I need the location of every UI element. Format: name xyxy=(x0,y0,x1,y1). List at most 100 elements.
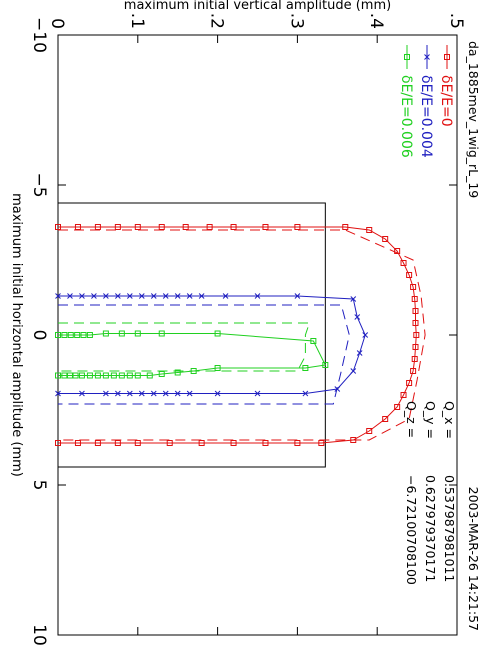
data-point xyxy=(86,332,93,338)
tune-value: 0.537987981011 xyxy=(442,475,457,582)
tune-value: −6.72100708100 xyxy=(404,475,419,585)
series-curves xyxy=(58,226,417,444)
data-point xyxy=(74,440,81,446)
tune-label: Q_y = xyxy=(423,401,438,439)
data-point xyxy=(134,330,141,337)
data-point xyxy=(118,372,125,379)
data-point xyxy=(94,440,101,446)
data-point xyxy=(126,372,133,379)
legend-swatch-marker xyxy=(424,54,430,60)
data-point xyxy=(114,440,121,446)
data-point xyxy=(294,224,301,230)
data-point xyxy=(262,440,269,446)
x-tick-label: −5 xyxy=(29,172,49,197)
data-point xyxy=(102,372,109,379)
timestamp: 2003-MAR-26 14:21:57 xyxy=(466,487,481,631)
data-point xyxy=(294,440,301,446)
data-point xyxy=(61,372,68,379)
x-tick-label: −10 xyxy=(29,17,49,53)
data-point xyxy=(103,390,109,397)
data-point xyxy=(79,293,85,299)
data-point xyxy=(294,293,301,299)
data-point xyxy=(114,390,121,397)
x-tick-labels: −10 −5 0 5 10 xyxy=(29,17,49,646)
tune-label: Q_x = xyxy=(442,401,457,439)
rotated-plot: −10 −5 0 5 10 0 .1 .2 .3 .4 .5 maximum initial ho… xyxy=(9,0,481,646)
data-point xyxy=(55,440,61,446)
y-axis-label: maximum initial vertical amplitude (mm) xyxy=(124,0,391,13)
data-point xyxy=(410,284,417,290)
data-point xyxy=(322,362,329,368)
legend-swatch-marker xyxy=(444,54,450,60)
data-point xyxy=(146,372,153,379)
data-point xyxy=(310,338,317,344)
data-point xyxy=(354,314,361,320)
y-tick-label: .1 xyxy=(127,13,147,29)
data-point xyxy=(91,293,97,299)
data-point xyxy=(230,224,237,230)
data-point xyxy=(67,293,73,299)
data-point xyxy=(114,293,121,299)
series-markers xyxy=(55,224,420,446)
y-tick-label: .4 xyxy=(366,13,386,29)
series-line xyxy=(58,295,366,394)
data-point xyxy=(166,440,173,446)
data-point xyxy=(350,437,357,443)
plot-id: da_1885mev_1wig_rL_19 xyxy=(466,41,481,198)
data-point xyxy=(74,224,81,230)
y-tick-label: .2 xyxy=(207,13,227,29)
data-point xyxy=(411,356,418,362)
data-point xyxy=(61,332,68,338)
reference-box xyxy=(57,202,326,468)
data-point xyxy=(174,293,181,299)
data-point xyxy=(110,372,117,379)
data-point xyxy=(400,260,407,266)
data-point xyxy=(174,369,181,376)
y-tick-label: .5 xyxy=(446,13,466,29)
data-point xyxy=(55,390,61,397)
data-point xyxy=(79,390,85,397)
data-point xyxy=(126,293,133,299)
data-point xyxy=(186,293,193,299)
data-point xyxy=(94,372,101,379)
data-point xyxy=(134,372,141,379)
data-point xyxy=(222,293,229,299)
x-axis-label: maximum initial horizontal amplitude (mm… xyxy=(9,193,24,477)
data-point xyxy=(366,227,373,233)
legend-swatch-marker xyxy=(404,54,410,60)
data-point xyxy=(206,224,213,230)
y-tick-labels: 0 .1 .2 .3 .4 .5 xyxy=(47,13,466,29)
plot-frame xyxy=(57,34,458,636)
data-point xyxy=(118,330,125,337)
data-point xyxy=(214,330,221,337)
data-point xyxy=(174,390,181,397)
data-point xyxy=(150,293,157,299)
data-point xyxy=(302,365,309,371)
data-point xyxy=(412,308,419,314)
data-point xyxy=(350,368,357,374)
data-point xyxy=(214,365,221,371)
legend-label: δE/E=0.006 xyxy=(398,75,414,158)
data-point xyxy=(102,330,109,337)
data-point xyxy=(182,224,189,230)
data-point xyxy=(55,293,61,299)
legend-label: δE/E=0.004 xyxy=(418,75,434,158)
tune-values: Q_x = 0.537987981011 Q_y = 0.627979370171 Q_… xyxy=(404,401,457,585)
tune-value: 0.627979370171 xyxy=(423,475,438,582)
data-point xyxy=(366,428,373,434)
data-point xyxy=(162,293,169,299)
data-point xyxy=(114,224,121,230)
data-point xyxy=(410,368,417,374)
data-point xyxy=(394,404,401,410)
envelope-curves xyxy=(58,229,426,441)
data-point xyxy=(134,224,141,230)
data-point xyxy=(262,224,269,230)
data-point xyxy=(126,390,133,397)
data-point xyxy=(86,372,93,379)
data-point xyxy=(394,248,401,254)
data-point xyxy=(254,293,261,299)
y-tick-label: .3 xyxy=(286,13,306,29)
data-point xyxy=(67,332,74,338)
data-point xyxy=(66,372,73,379)
